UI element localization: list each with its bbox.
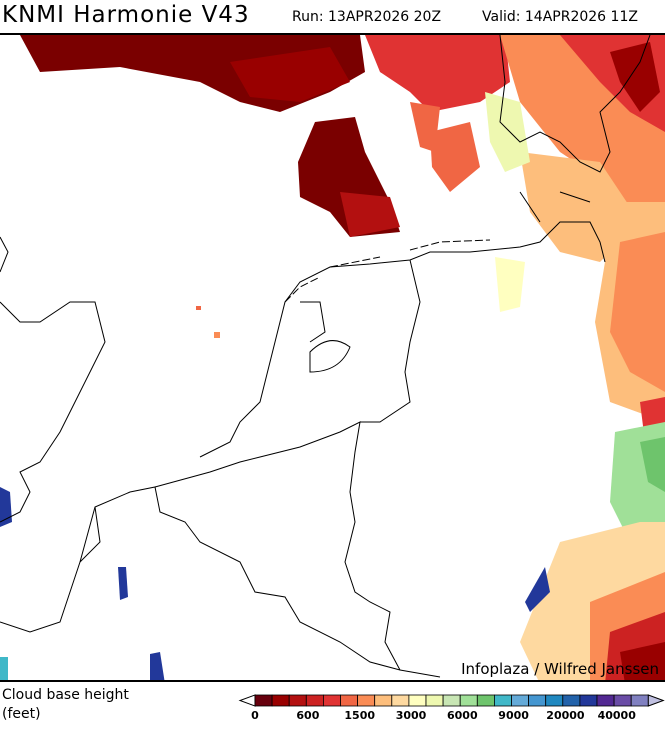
colorbar-swatch	[630, 694, 649, 707]
colorbar-swatch	[254, 694, 273, 707]
colorbar-swatch	[374, 694, 393, 707]
legend-unit: (feet)	[2, 706, 41, 722]
colorbar-swatch	[545, 694, 564, 707]
coastlines	[0, 35, 651, 678]
colorbar-swatch	[476, 694, 495, 707]
colorbar-swatch	[408, 694, 427, 707]
colorbar-swatch	[511, 694, 530, 707]
colorbar-swatch	[493, 694, 512, 707]
colorbar-swatch	[528, 694, 547, 707]
colorbar-swatch	[305, 694, 324, 707]
colorbar-swatch	[340, 694, 359, 707]
colorbar-swatch	[323, 694, 341, 707]
colorbar-tick-label: 40000	[598, 709, 637, 722]
map-field	[0, 35, 665, 680]
colorbar-under-triangle	[238, 694, 256, 707]
run-time: Run: 13APR2026 20Z	[292, 9, 442, 25]
colorbar: 0 600 1500 3000 6000 9000 20000 40000	[238, 694, 665, 722]
colorbar-tick-label: 600	[296, 709, 319, 722]
colorbar-swatch	[579, 694, 598, 707]
colorbar-swatch	[391, 694, 410, 707]
colorbar-over-triangle	[647, 694, 665, 707]
weather-map: Infoplaza / Wilfred Janssen	[0, 33, 665, 682]
colorbar-tick-label: 0	[251, 709, 259, 722]
colorbar-tick-label: 6000	[447, 709, 478, 722]
colorbar-tick-label: 3000	[396, 709, 427, 722]
colorbar-tick-label: 20000	[546, 709, 585, 722]
colorbar-swatch	[271, 694, 290, 707]
legend-label: Cloud base height (feet)	[2, 686, 129, 724]
valid-time: Valid: 14APR2026 11Z	[482, 9, 638, 25]
colorbar-tick-label: 1500	[344, 709, 375, 722]
colorbar-swatch	[596, 694, 615, 707]
colorbar-tick-label: 9000	[498, 709, 529, 722]
cloud-field	[0, 35, 665, 680]
colorbar-swatch	[613, 694, 632, 707]
colorbar-swatch	[288, 694, 307, 707]
map-title: KNMI Harmonie V43	[2, 2, 250, 28]
legend-title: Cloud base height	[2, 687, 129, 703]
colorbar-swatch	[357, 694, 376, 707]
colorbar-swatch	[442, 694, 461, 707]
colorbar-swatch	[459, 694, 478, 707]
colorbar-swatch	[562, 694, 581, 707]
map-credit: Infoplaza / Wilfred Janssen	[461, 660, 659, 678]
colorbar-swatch	[425, 694, 444, 707]
